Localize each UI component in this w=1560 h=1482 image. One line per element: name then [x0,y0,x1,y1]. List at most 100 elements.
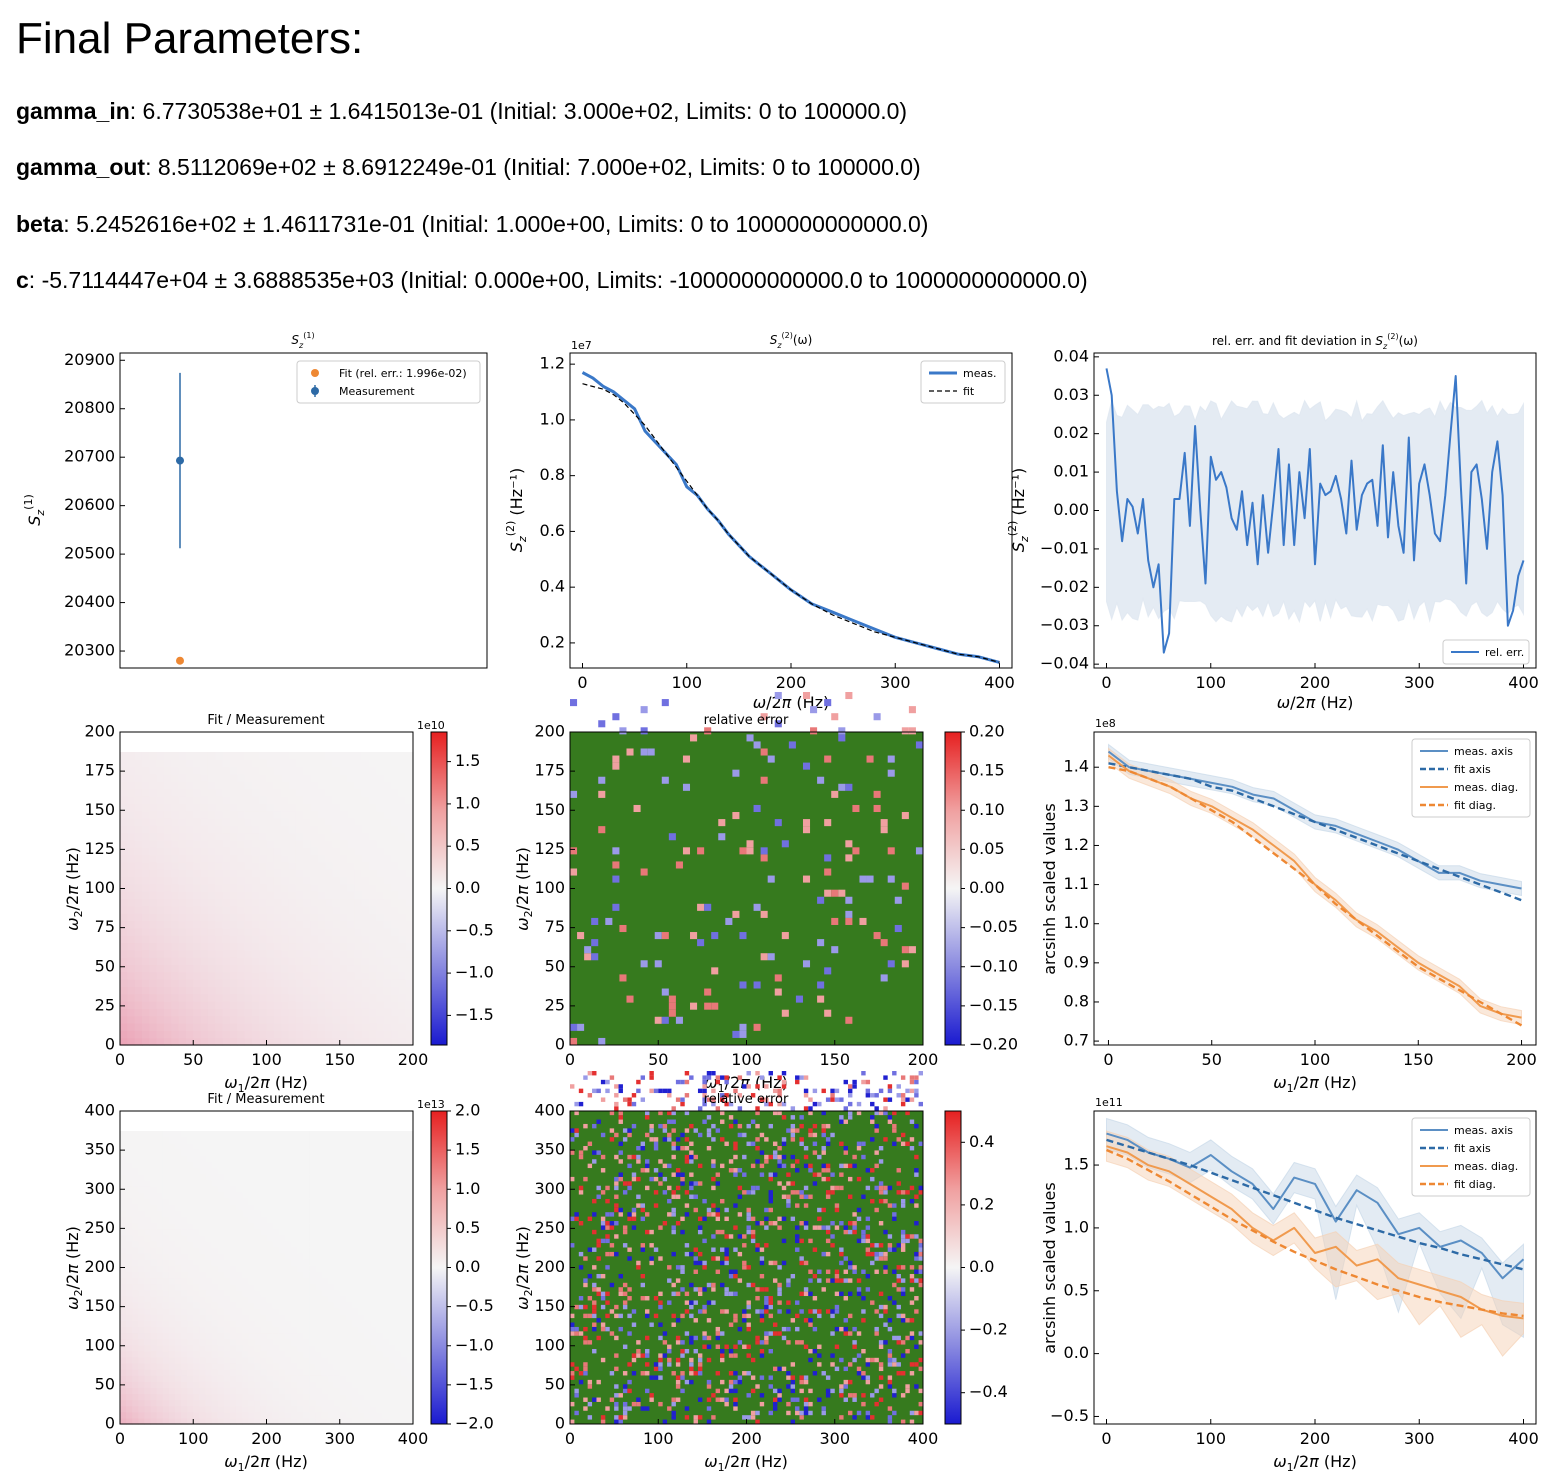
heatmap-cell [229,810,238,819]
heatmap-cell [309,1344,316,1352]
heatmap-cell [376,920,385,929]
heatmap-cell [229,905,238,914]
heatmap-cell [193,1149,200,1157]
heatmap-cell [278,1265,286,1272]
heatmap-cell [689,1185,694,1191]
heatmap-cell [689,1181,694,1186]
heatmap-cell [295,1015,304,1024]
heatmap-cell [278,1216,286,1224]
heatmap-cell [332,759,341,768]
heatmap-cell [327,1167,335,1175]
heatmap-cell [127,979,136,987]
heatmap-cell [120,1320,127,1327]
heatmap-cell [358,1216,365,1224]
heatmap-cell [288,803,297,812]
heatmap-cell [149,810,158,819]
heatmap-cell [394,1222,402,1230]
heatmap-cell [351,1216,359,1224]
heatmap-cell [266,942,275,951]
heatmap-cell [199,1283,207,1291]
heatmap-cell [254,1167,261,1175]
heatmap-cell [388,1301,396,1309]
heatmap-cell [168,1344,176,1352]
heatmap-cell [156,781,165,790]
heatmap-cell [281,898,290,907]
heatmap-cell [200,971,209,980]
heatmap-cell [364,1289,371,1297]
heatmap-cell [732,910,740,918]
heatmap-cell [596,1194,601,1199]
heatmap-cell [156,1375,164,1382]
heatmap-cell [120,1015,128,1024]
heatmap-cell [193,1179,200,1187]
heatmap-cell [222,964,231,973]
heatmap-cell [358,1271,365,1279]
heatmap-cell [127,898,136,907]
heatmap-cell [127,920,136,929]
heatmap-cell [126,1295,133,1303]
label-part: (1) [22,494,35,510]
heatmap-cell [181,1259,188,1266]
heatmap-cell [345,1332,353,1340]
heatmap-cell [587,1313,593,1319]
heatmap-cell [405,898,414,907]
heatmap-cell [351,1344,359,1352]
heatmap-cell [295,898,304,907]
heatmap-cell [310,795,319,804]
heatmap-cell [168,1131,176,1138]
heatmap-cell [303,964,312,973]
heatmap-cell [242,1210,249,1218]
heatmap-cell [260,1240,268,1248]
heatmap-cell [174,1369,182,1376]
heatmap-cell [671,1225,676,1230]
heatmap-cell [171,920,180,929]
heatmap-cell [156,1222,164,1230]
heatmap-cell [290,1210,298,1218]
heatmap-cell [138,1277,146,1285]
heatmap-cell [266,1283,274,1291]
heatmap-cell [254,1405,261,1413]
heatmap-cell [345,1216,353,1224]
heatmap-cell [138,1167,146,1175]
heatmap-cell [339,957,348,966]
heatmap-cell [181,1222,188,1230]
heatmap-cell [223,1405,231,1413]
heatmap-cell [297,1399,304,1407]
heatmap-cell [388,1338,396,1346]
heatmap-cell [370,1411,377,1419]
heatmap-cell [339,1332,347,1340]
x-tick-label: 200 [776,673,807,692]
heatmap-cell [200,795,209,804]
heatmap-cell [614,1203,619,1208]
heatmap-cell [251,1037,260,1046]
heatmap-cell [351,1161,359,1169]
heatmap-cell [295,795,304,804]
heatmap-cell [134,876,143,885]
heatmap-cell [325,861,334,870]
heatmap-cell [259,773,268,782]
heatmap-cell [266,839,275,848]
heatmap-cell [248,1326,255,1334]
heatmap-cell [284,1173,292,1181]
heatmap-cell [400,1301,408,1309]
heatmap-cell [187,1375,194,1382]
heatmap-cell [162,1228,170,1236]
heatmap-cell [400,1308,408,1315]
heatmap-cell [653,1168,659,1173]
heatmap-cell [215,839,224,848]
heatmap-cell [215,927,224,936]
heatmap-cell [205,1320,213,1327]
heatmap-cell [126,1344,133,1352]
heatmap-cell [156,1387,164,1395]
heatmap-cell [200,942,209,951]
heatmap-cell [126,1411,133,1419]
heatmap-cell [391,920,399,929]
heatmap-cell [120,949,128,958]
heatmap-cell [361,913,370,922]
heatmap-cell [317,1015,326,1024]
heatmap-cell [400,1234,408,1242]
heatmap-cell [406,1350,414,1358]
heatmap-cell [217,1405,225,1413]
heatmap-cell [144,1338,152,1346]
heatmap-cell [591,939,599,947]
